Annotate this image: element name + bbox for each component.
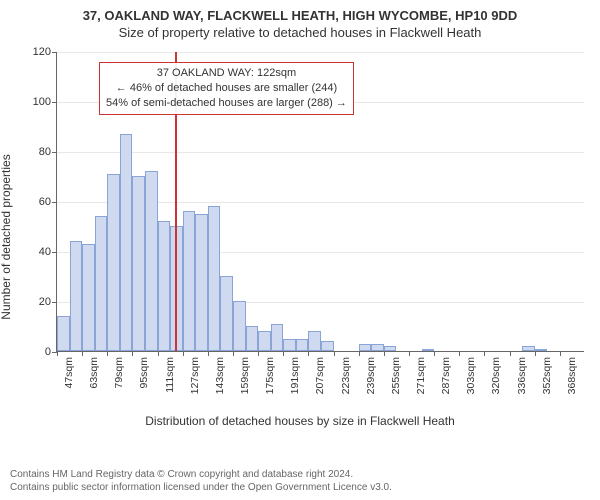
histogram-bar <box>70 241 83 351</box>
x-tick-label: 47sqm <box>63 357 75 389</box>
title-block: 37, OAKLAND WAY, FLACKWELL HEATH, HIGH W… <box>0 0 600 40</box>
histogram-bar <box>384 346 397 351</box>
histogram-bar <box>535 349 548 352</box>
histogram-bar <box>371 344 384 352</box>
histogram-bar <box>321 341 334 351</box>
y-tick-label: 20 <box>39 296 57 308</box>
histogram-bar <box>95 216 108 351</box>
histogram-bar <box>220 276 233 351</box>
x-tick-mark <box>308 351 309 356</box>
x-tick-label: 287sqm <box>440 357 452 394</box>
x-tick-mark <box>283 351 284 356</box>
main-title: 37, OAKLAND WAY, FLACKWELL HEATH, HIGH W… <box>0 8 600 23</box>
histogram-bar <box>283 339 296 352</box>
x-tick-mark <box>183 351 184 356</box>
annotation-line-2: ← 46% of detached houses are smaller (24… <box>106 81 347 96</box>
x-tick-label: 223sqm <box>340 357 352 394</box>
annotation-line-1: 37 OAKLAND WAY: 122sqm <box>106 66 347 81</box>
histogram-bar <box>107 174 120 352</box>
annotation-line-3: 54% of semi-detached houses are larger (… <box>106 96 347 111</box>
x-axis-label: Distribution of detached houses by size … <box>0 414 600 428</box>
x-tick-label: 191sqm <box>289 357 301 394</box>
x-tick-mark <box>384 351 385 356</box>
histogram-bar <box>246 326 259 351</box>
x-tick-mark <box>233 351 234 356</box>
y-tick-label: 0 <box>45 346 57 358</box>
x-tick-label: 159sqm <box>239 357 251 394</box>
x-tick-label: 63sqm <box>88 357 100 389</box>
x-tick-mark <box>434 351 435 356</box>
x-tick-mark <box>359 351 360 356</box>
y-axis-label: Number of detached properties <box>0 154 13 319</box>
x-tick-label: 175sqm <box>264 357 276 394</box>
histogram-bar <box>145 171 158 351</box>
histogram-bar <box>183 211 196 351</box>
x-tick-mark <box>158 351 159 356</box>
plot-area: 02040608010012047sqm63sqm79sqm95sqm111sq… <box>56 52 584 352</box>
x-tick-mark <box>57 351 58 356</box>
y-tick-label: 60 <box>39 196 57 208</box>
histogram-bar <box>158 221 171 351</box>
x-tick-mark <box>107 351 108 356</box>
gridline <box>57 152 584 153</box>
x-tick-label: 239sqm <box>365 357 377 394</box>
x-tick-mark <box>560 351 561 356</box>
x-tick-label: 271sqm <box>415 357 427 394</box>
footer-line-2: Contains public sector information licen… <box>10 481 392 494</box>
y-tick-label: 80 <box>39 146 57 158</box>
gridline <box>57 52 584 53</box>
histogram-bar <box>308 331 321 351</box>
x-tick-mark <box>459 351 460 356</box>
histogram-bar <box>359 344 372 352</box>
x-tick-mark <box>535 351 536 356</box>
x-tick-mark <box>132 351 133 356</box>
histogram-bar <box>82 244 95 352</box>
x-tick-mark <box>510 351 511 356</box>
x-tick-label: 143sqm <box>214 357 226 394</box>
chart-container: Number of detached properties 0204060801… <box>0 42 600 432</box>
x-tick-mark <box>334 351 335 356</box>
histogram-bar <box>132 176 145 351</box>
x-tick-label: 95sqm <box>138 357 150 389</box>
x-tick-label: 368sqm <box>566 357 578 394</box>
x-tick-mark <box>82 351 83 356</box>
histogram-bar <box>233 301 246 351</box>
x-tick-mark <box>258 351 259 356</box>
x-tick-mark <box>409 351 410 356</box>
x-tick-label: 127sqm <box>189 357 201 394</box>
sub-title: Size of property relative to detached ho… <box>0 25 600 40</box>
annotation-box: 37 OAKLAND WAY: 122sqm← 46% of detached … <box>99 62 354 115</box>
footer: Contains HM Land Registry data © Crown c… <box>10 468 392 494</box>
histogram-bar <box>120 134 133 352</box>
histogram-bar <box>258 331 271 351</box>
x-tick-label: 255sqm <box>390 357 402 394</box>
histogram-bar <box>522 346 535 351</box>
histogram-bar <box>195 214 208 352</box>
y-tick-label: 40 <box>39 246 57 258</box>
x-tick-label: 320sqm <box>490 357 502 394</box>
histogram-bar <box>296 339 309 352</box>
footer-line-1: Contains HM Land Registry data © Crown c… <box>10 468 392 481</box>
x-tick-mark <box>484 351 485 356</box>
y-tick-label: 100 <box>33 96 57 108</box>
x-tick-label: 352sqm <box>541 357 553 394</box>
histogram-bar <box>57 316 70 351</box>
x-tick-label: 111sqm <box>164 357 176 393</box>
y-tick-label: 120 <box>33 46 57 58</box>
x-tick-label: 336sqm <box>516 357 528 394</box>
histogram-bar <box>271 324 284 352</box>
x-tick-label: 303sqm <box>465 357 477 394</box>
histogram-bar <box>422 349 435 352</box>
x-tick-mark <box>208 351 209 356</box>
x-tick-label: 79sqm <box>113 357 125 389</box>
x-tick-label: 207sqm <box>314 357 326 394</box>
histogram-bar <box>208 206 221 351</box>
